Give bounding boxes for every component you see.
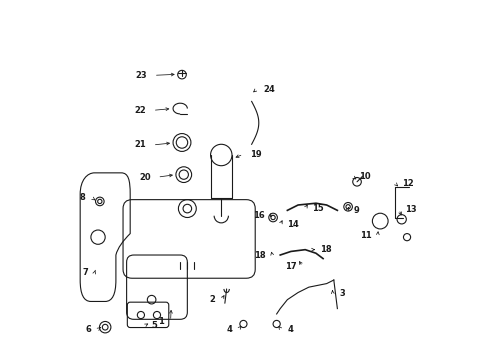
Text: 9: 9 [353,206,359,215]
Text: 11: 11 [359,231,370,240]
Text: 23: 23 [136,71,147,80]
Text: 2: 2 [209,295,215,304]
Text: 8: 8 [80,193,85,202]
Text: 19: 19 [249,150,261,159]
Text: 4: 4 [287,325,293,334]
Text: 14: 14 [286,220,298,229]
Text: 13: 13 [405,205,416,214]
Text: 15: 15 [311,204,323,213]
Text: 12: 12 [401,179,412,188]
Text: 6: 6 [85,325,91,334]
Text: 7: 7 [82,268,88,277]
Text: 18: 18 [254,251,265,260]
Text: 5: 5 [151,321,157,330]
Text: 22: 22 [134,106,146,115]
Text: 10: 10 [358,172,370,181]
Text: 17: 17 [284,262,296,271]
Text: 1: 1 [158,316,164,325]
Text: 21: 21 [134,140,146,149]
Text: 4: 4 [225,325,231,334]
Text: 3: 3 [339,289,344,298]
Text: 18: 18 [320,245,331,254]
Text: 20: 20 [139,173,151,182]
Text: 24: 24 [263,85,274,94]
Text: 16: 16 [252,211,264,220]
